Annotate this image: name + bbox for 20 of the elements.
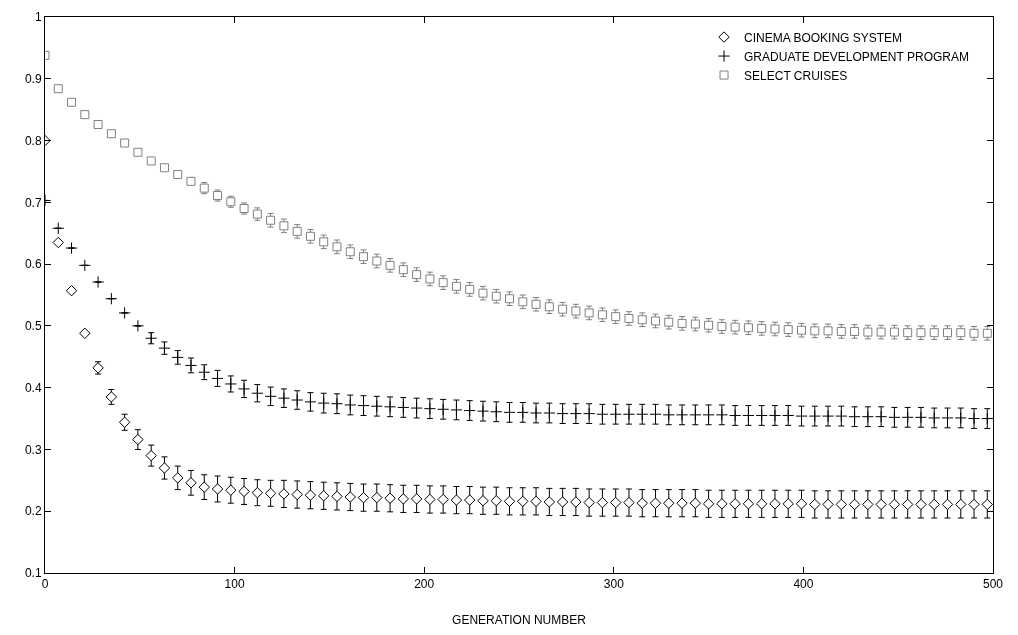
legend-label: SELECT CRUISES xyxy=(744,68,848,83)
y-tick-label: 0.3 xyxy=(24,442,42,457)
legend-label: GRADUATE DEVELOPMENT PROGRAM xyxy=(744,49,969,64)
x-tick-label: 300 xyxy=(603,577,625,592)
y-tick-label: 1 xyxy=(34,10,42,25)
x-tick-label: 200 xyxy=(414,577,435,592)
y-tick-label: 0.2 xyxy=(24,504,42,519)
y-tick-label: 0.5 xyxy=(24,319,42,334)
x-tick-label: 500 xyxy=(982,577,1004,592)
x-tick-label: 100 xyxy=(224,577,245,592)
x-tick-label: 0 xyxy=(41,577,49,592)
y-tick-label: 0.7 xyxy=(24,195,42,210)
legend-label: CINEMA BOOKING SYSTEM xyxy=(744,30,903,45)
x-axis-title: GENERATION NUMBER xyxy=(452,613,587,628)
y-tick-label: 0.8 xyxy=(24,133,42,148)
y-tick-label: 0.6 xyxy=(24,257,42,272)
y-tick-label: 0.1 xyxy=(24,566,42,581)
y-tick-label: 0.4 xyxy=(24,380,42,395)
y-tick-label: 0.9 xyxy=(24,71,42,86)
x-tick-label: 400 xyxy=(793,577,814,592)
